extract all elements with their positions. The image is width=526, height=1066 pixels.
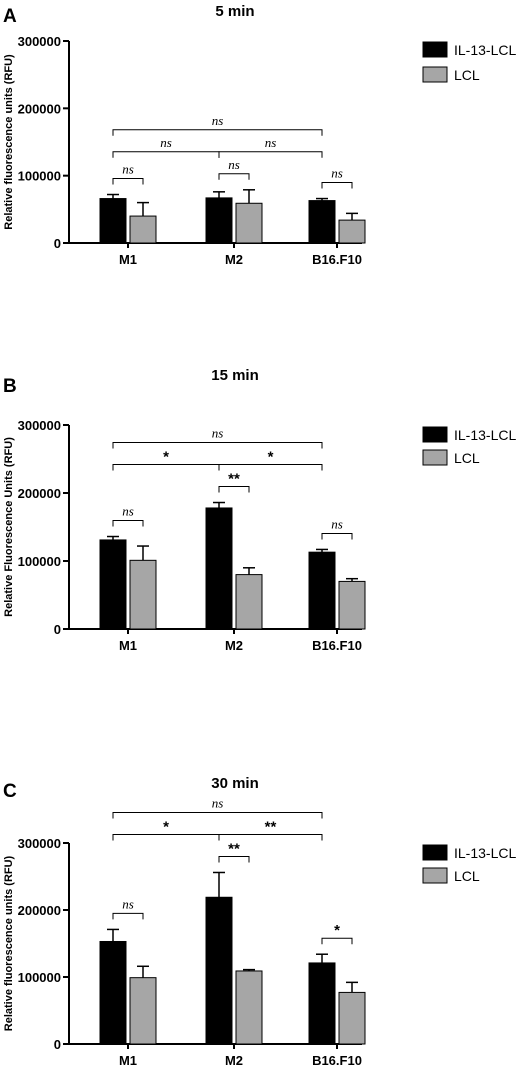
chart-title: 5 min bbox=[215, 3, 254, 20]
significance-label: * bbox=[163, 449, 169, 466]
x-tick-label: M2 bbox=[225, 638, 243, 653]
significance-label: * bbox=[163, 818, 169, 835]
legend-label: IL-13-LCL bbox=[454, 427, 516, 443]
significance-label: * bbox=[334, 922, 340, 939]
bar bbox=[205, 197, 233, 244]
y-tick-label: 0 bbox=[54, 236, 61, 251]
significance-label: ns bbox=[122, 504, 134, 519]
chart-panel-a: A 5 min Relative fluorescence units (RFU) 0… bbox=[3, 3, 516, 267]
bar bbox=[99, 539, 127, 630]
legend-swatch bbox=[422, 867, 448, 884]
significance-bracket bbox=[112, 912, 144, 920]
x-tick-label: B16.F10 bbox=[312, 1053, 362, 1066]
chart-panel-b: B 15 min Relative Fluorescence Units (RFU)… bbox=[3, 367, 516, 653]
x-tick-label: B16.F10 bbox=[312, 252, 362, 267]
y-axis-label: Relative Fluorescence Units (RFU) bbox=[3, 437, 15, 617]
legend-label: LCL bbox=[454, 67, 480, 83]
significance-label: * bbox=[268, 449, 274, 466]
legend-swatch bbox=[422, 449, 448, 466]
x-tick-label: B16.F10 bbox=[312, 638, 362, 653]
significance-bracket bbox=[321, 937, 353, 945]
bar bbox=[338, 580, 366, 630]
significance-label: ** bbox=[265, 818, 277, 835]
significance-label: ns bbox=[160, 135, 172, 150]
significance-bracket bbox=[218, 486, 250, 493]
legend-label: IL-13-LCL bbox=[454, 845, 516, 861]
panel-letter: C bbox=[3, 781, 17, 802]
bar bbox=[308, 962, 336, 1045]
legend-label: LCL bbox=[454, 868, 480, 884]
chart-title: 30 min bbox=[211, 775, 259, 792]
panel-letter: B bbox=[3, 376, 17, 397]
significance-bracket bbox=[112, 129, 323, 136]
significance-bracket bbox=[321, 532, 353, 540]
bar bbox=[235, 202, 263, 244]
bar bbox=[235, 970, 263, 1045]
legend-swatch bbox=[422, 41, 448, 58]
legend-label: LCL bbox=[454, 450, 480, 466]
chart-panel-c: C 30 min Relative fluorescence units (RFU)… bbox=[3, 775, 516, 1066]
significance-label: ns bbox=[122, 162, 134, 177]
significance-bracket bbox=[112, 178, 144, 185]
bar bbox=[129, 215, 157, 244]
x-tick-label: M1 bbox=[119, 1053, 137, 1066]
y-tick-label: 300000 bbox=[18, 418, 61, 433]
significance-label: ns bbox=[331, 516, 343, 531]
legend-swatch bbox=[422, 66, 448, 83]
y-tick-label: 0 bbox=[54, 622, 61, 637]
significance-bracket bbox=[218, 173, 250, 180]
x-tick-label: M2 bbox=[225, 1053, 243, 1066]
y-tick-label: 100000 bbox=[18, 970, 61, 985]
y-tick-label: 100000 bbox=[18, 554, 61, 569]
y-tick-label: 300000 bbox=[18, 34, 61, 49]
significance-bracket bbox=[112, 151, 220, 158]
legend-swatch bbox=[422, 844, 448, 861]
y-tick-label: 100000 bbox=[18, 169, 61, 184]
legend-label: IL-13-LCL bbox=[454, 42, 516, 58]
bar bbox=[338, 219, 366, 244]
y-axis-label: Relative fluorescence units (RFU) bbox=[3, 54, 15, 230]
y-tick-label: 300000 bbox=[18, 836, 61, 851]
legend-swatch bbox=[422, 426, 448, 443]
significance-label: ns bbox=[122, 896, 134, 911]
bar bbox=[129, 559, 157, 630]
significance-label: ns bbox=[265, 135, 277, 150]
bar bbox=[129, 977, 157, 1045]
panel-letter: A bbox=[3, 6, 17, 27]
significance-label: ns bbox=[331, 166, 343, 181]
significance-label: ns bbox=[212, 113, 224, 128]
significance-label: ** bbox=[228, 471, 240, 488]
significance-bracket bbox=[321, 182, 353, 189]
x-tick-label: M1 bbox=[119, 638, 137, 653]
y-tick-label: 200000 bbox=[18, 101, 61, 116]
bar bbox=[205, 507, 233, 630]
significance-bracket bbox=[218, 855, 250, 863]
significance-label: ** bbox=[228, 840, 240, 857]
y-tick-label: 0 bbox=[54, 1037, 61, 1052]
bar bbox=[99, 198, 127, 244]
y-tick-label: 200000 bbox=[18, 486, 61, 501]
y-axis-label: Relative fluorescence units (RFU) bbox=[3, 855, 15, 1031]
x-tick-label: M2 bbox=[225, 252, 243, 267]
y-tick-label: 200000 bbox=[18, 903, 61, 918]
bar bbox=[308, 200, 336, 244]
bar bbox=[308, 551, 336, 630]
chart-title: 15 min bbox=[211, 367, 259, 384]
significance-bracket bbox=[112, 442, 323, 449]
bar bbox=[99, 940, 127, 1045]
significance-label: ns bbox=[212, 426, 224, 441]
significance-bracket bbox=[112, 520, 144, 527]
x-tick-label: M1 bbox=[119, 252, 137, 267]
significance-label: ns bbox=[212, 795, 224, 810]
significance-bracket bbox=[112, 811, 323, 819]
bar bbox=[338, 991, 366, 1045]
significance-label: ns bbox=[228, 157, 240, 172]
bar bbox=[235, 574, 263, 630]
bar bbox=[205, 896, 233, 1045]
